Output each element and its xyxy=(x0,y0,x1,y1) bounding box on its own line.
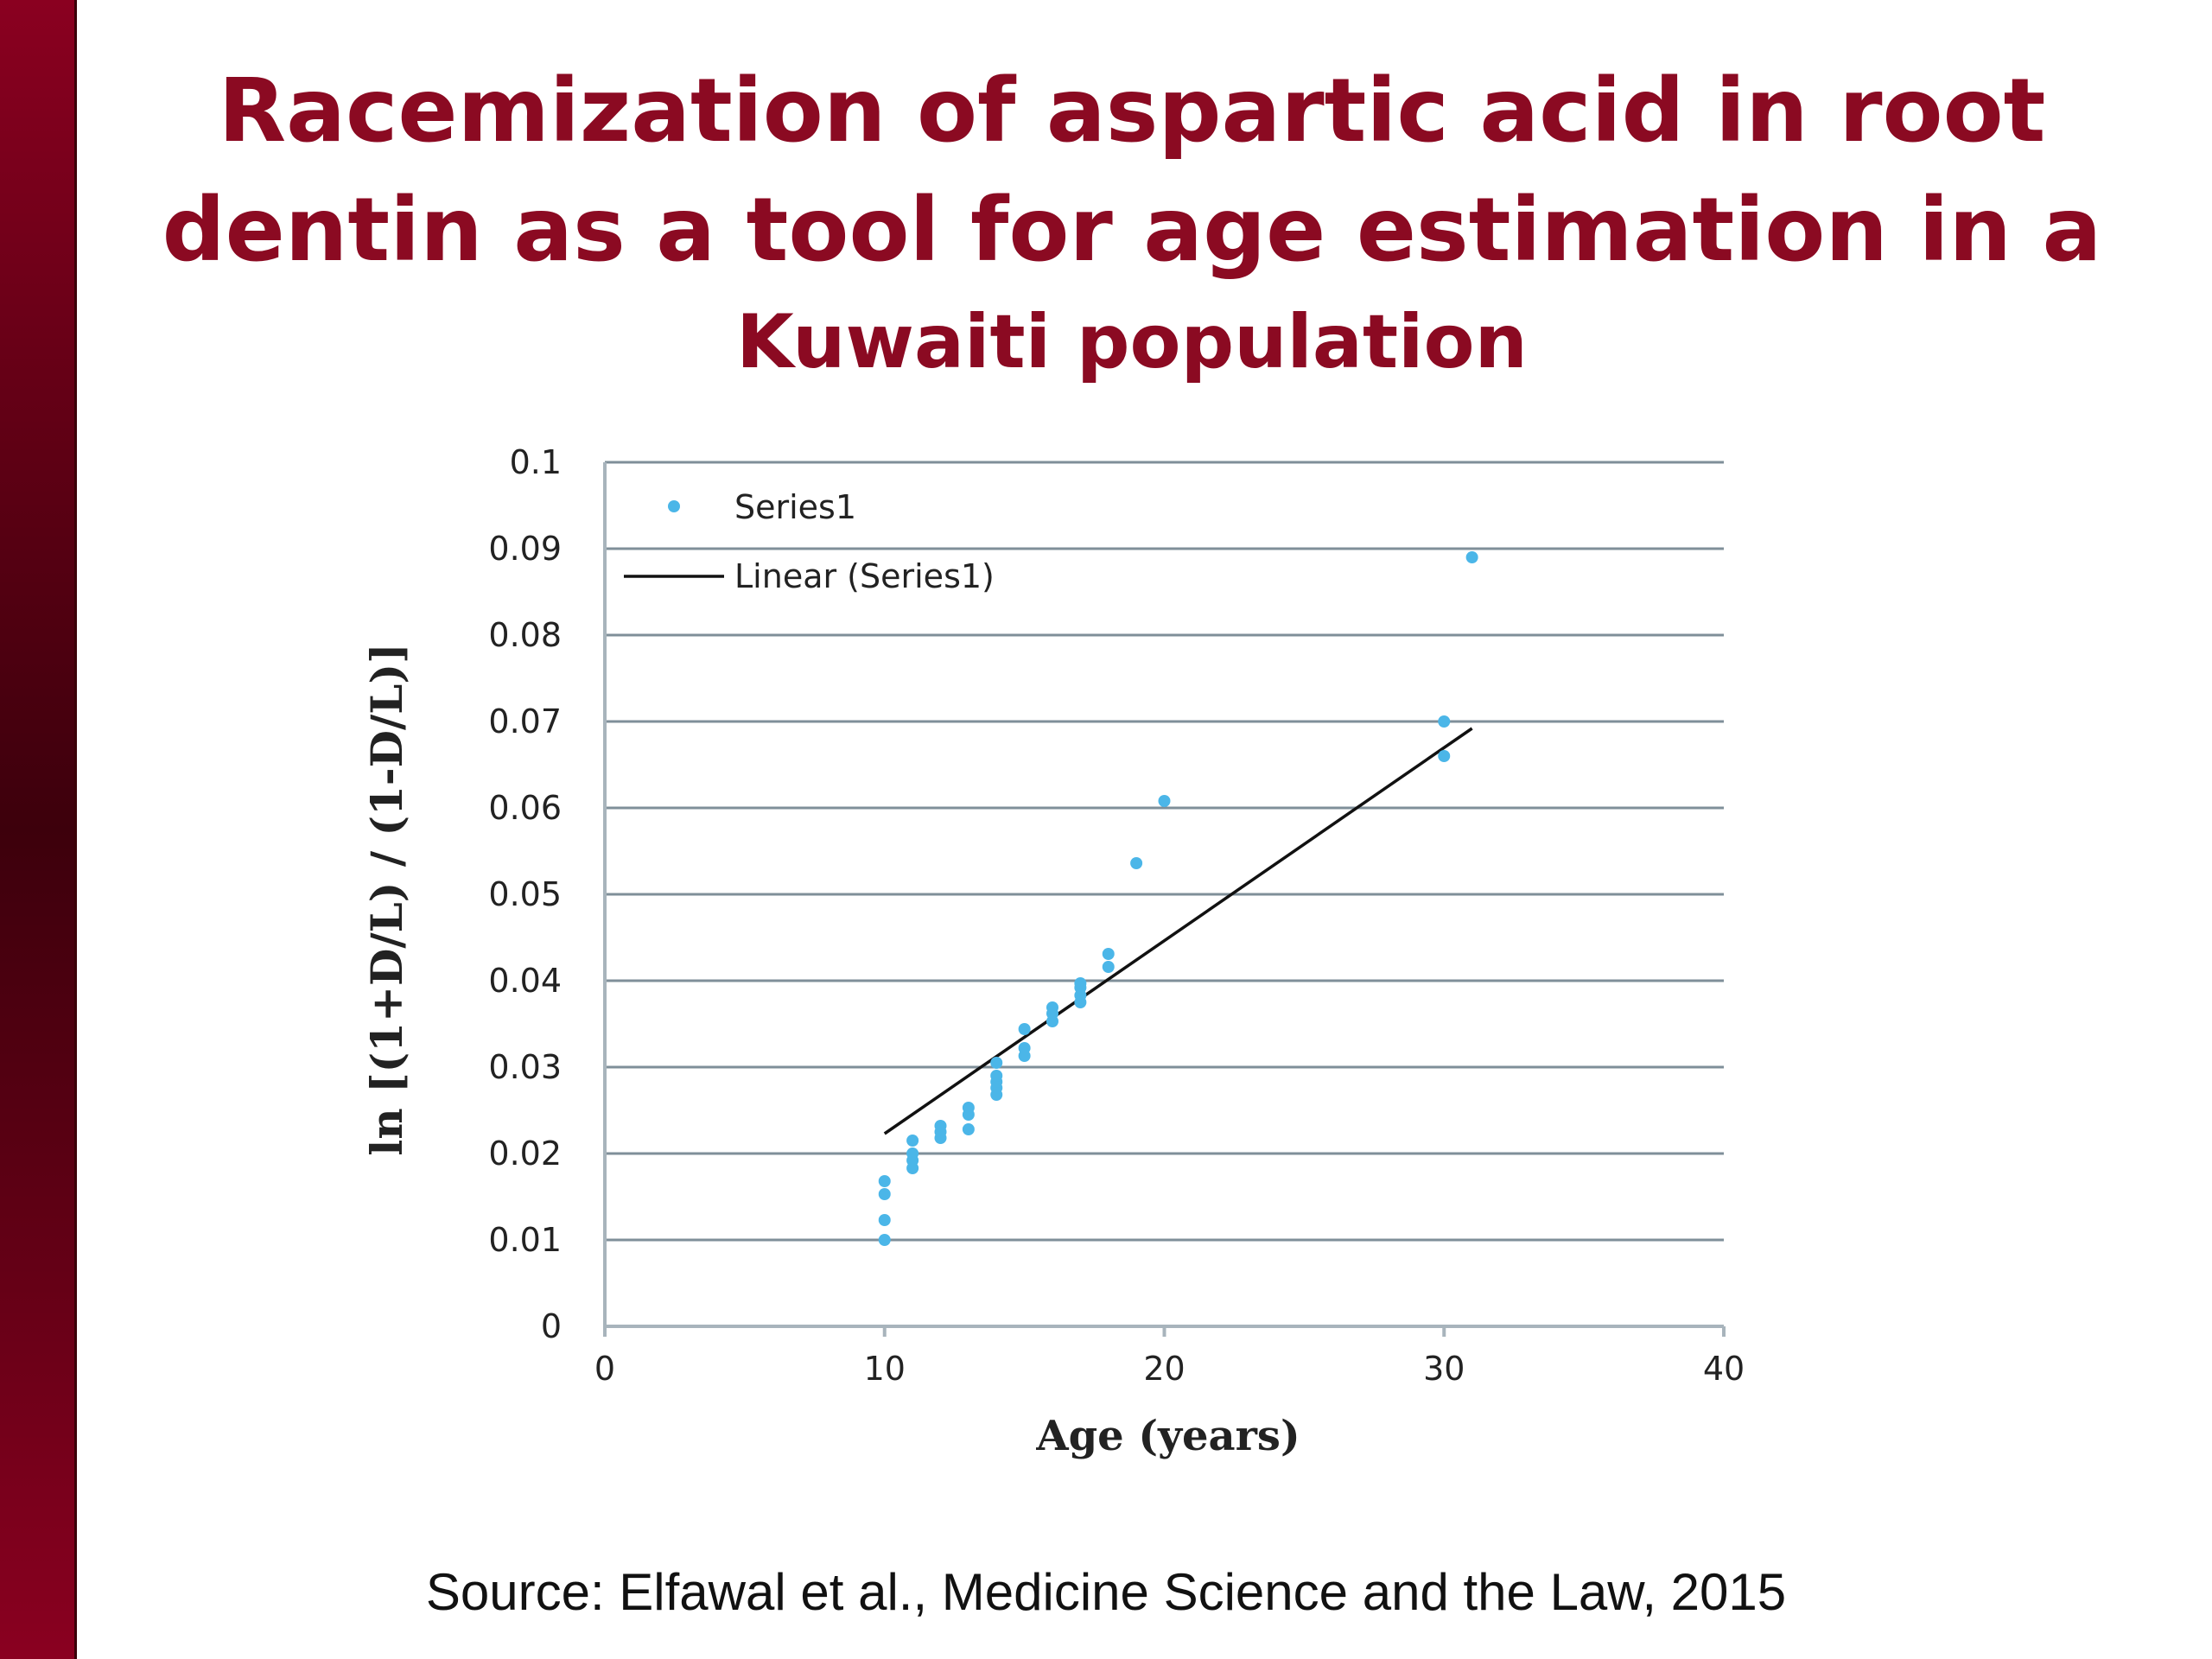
legend: Series1 Linear (Series1) xyxy=(624,488,995,595)
data-point xyxy=(878,1175,891,1187)
y-tick-label: 0.04 xyxy=(488,962,562,1000)
data-point xyxy=(934,1120,947,1132)
data-point xyxy=(1465,551,1478,563)
slide-title: Racemization of aspartic acid in root de… xyxy=(112,52,2152,394)
data-point xyxy=(990,1070,1003,1082)
x-tick-label: 0 xyxy=(594,1350,615,1388)
y-tick-label: 0.05 xyxy=(488,875,562,913)
data-point xyxy=(1018,1042,1031,1054)
y-tick-label: 0.07 xyxy=(488,702,562,741)
data-point xyxy=(1046,1001,1058,1014)
data-points xyxy=(878,551,1478,1246)
data-point xyxy=(962,1123,975,1135)
legend-label-trendline: Linear (Series1) xyxy=(734,557,995,595)
y-tick-label: 0.02 xyxy=(488,1135,562,1173)
x-tick-labels: 0 10 20 30 40 xyxy=(594,1350,1745,1388)
y-tick-labels: 0 0.01 0.02 0.03 0.04 0.05 0.06 0.07 0.08 0.09 0.1 xyxy=(488,443,562,1345)
y-axis-label: ln [(1+D/L) / (1-D/L)] xyxy=(361,643,412,1156)
data-point xyxy=(962,1102,975,1114)
data-point xyxy=(1074,977,1087,989)
axes xyxy=(603,462,1726,1337)
data-point xyxy=(1438,715,1451,728)
y-tick-label: 0.08 xyxy=(488,616,562,654)
data-point xyxy=(1102,961,1115,973)
data-point xyxy=(878,1234,891,1246)
y-tick-label: 0.1 xyxy=(510,443,562,481)
y-tick-label: 0.06 xyxy=(488,789,562,827)
title-line-2: dentin as a tool for age estimation in a xyxy=(162,179,2102,282)
x-tick-label: 10 xyxy=(864,1350,906,1388)
data-point xyxy=(1438,750,1451,762)
x-tick-label: 40 xyxy=(1703,1350,1745,1388)
data-point xyxy=(1018,1023,1031,1035)
side-decoration-bar xyxy=(0,0,77,1659)
x-tick-label: 30 xyxy=(1423,1350,1465,1388)
gridlines xyxy=(605,461,1724,1242)
source-citation: Source: Elfawal et al., Medicine Science… xyxy=(425,1563,1787,1621)
data-point xyxy=(990,1057,1003,1069)
title-line-3: Kuwaiti population xyxy=(736,299,1528,385)
data-point xyxy=(906,1135,919,1147)
legend-label-series1: Series1 xyxy=(734,488,856,526)
legend-marker-series1 xyxy=(668,500,680,512)
data-point xyxy=(1130,857,1143,869)
x-axis-label: Age (years) xyxy=(1035,1412,1300,1460)
trendline xyxy=(883,727,1473,1135)
data-point xyxy=(906,1147,919,1160)
data-point xyxy=(1102,948,1115,960)
y-tick-label: 0 xyxy=(541,1307,562,1345)
y-tick-label: 0.09 xyxy=(488,530,562,568)
y-tick-label: 0.03 xyxy=(488,1048,562,1086)
title-line-1: Racemization of aspartic acid in root xyxy=(218,60,2046,162)
x-tick-label: 20 xyxy=(1143,1350,1185,1388)
data-point xyxy=(878,1214,891,1226)
data-point xyxy=(878,1188,891,1200)
y-tick-label: 0.01 xyxy=(488,1221,562,1259)
data-point xyxy=(1158,795,1171,807)
